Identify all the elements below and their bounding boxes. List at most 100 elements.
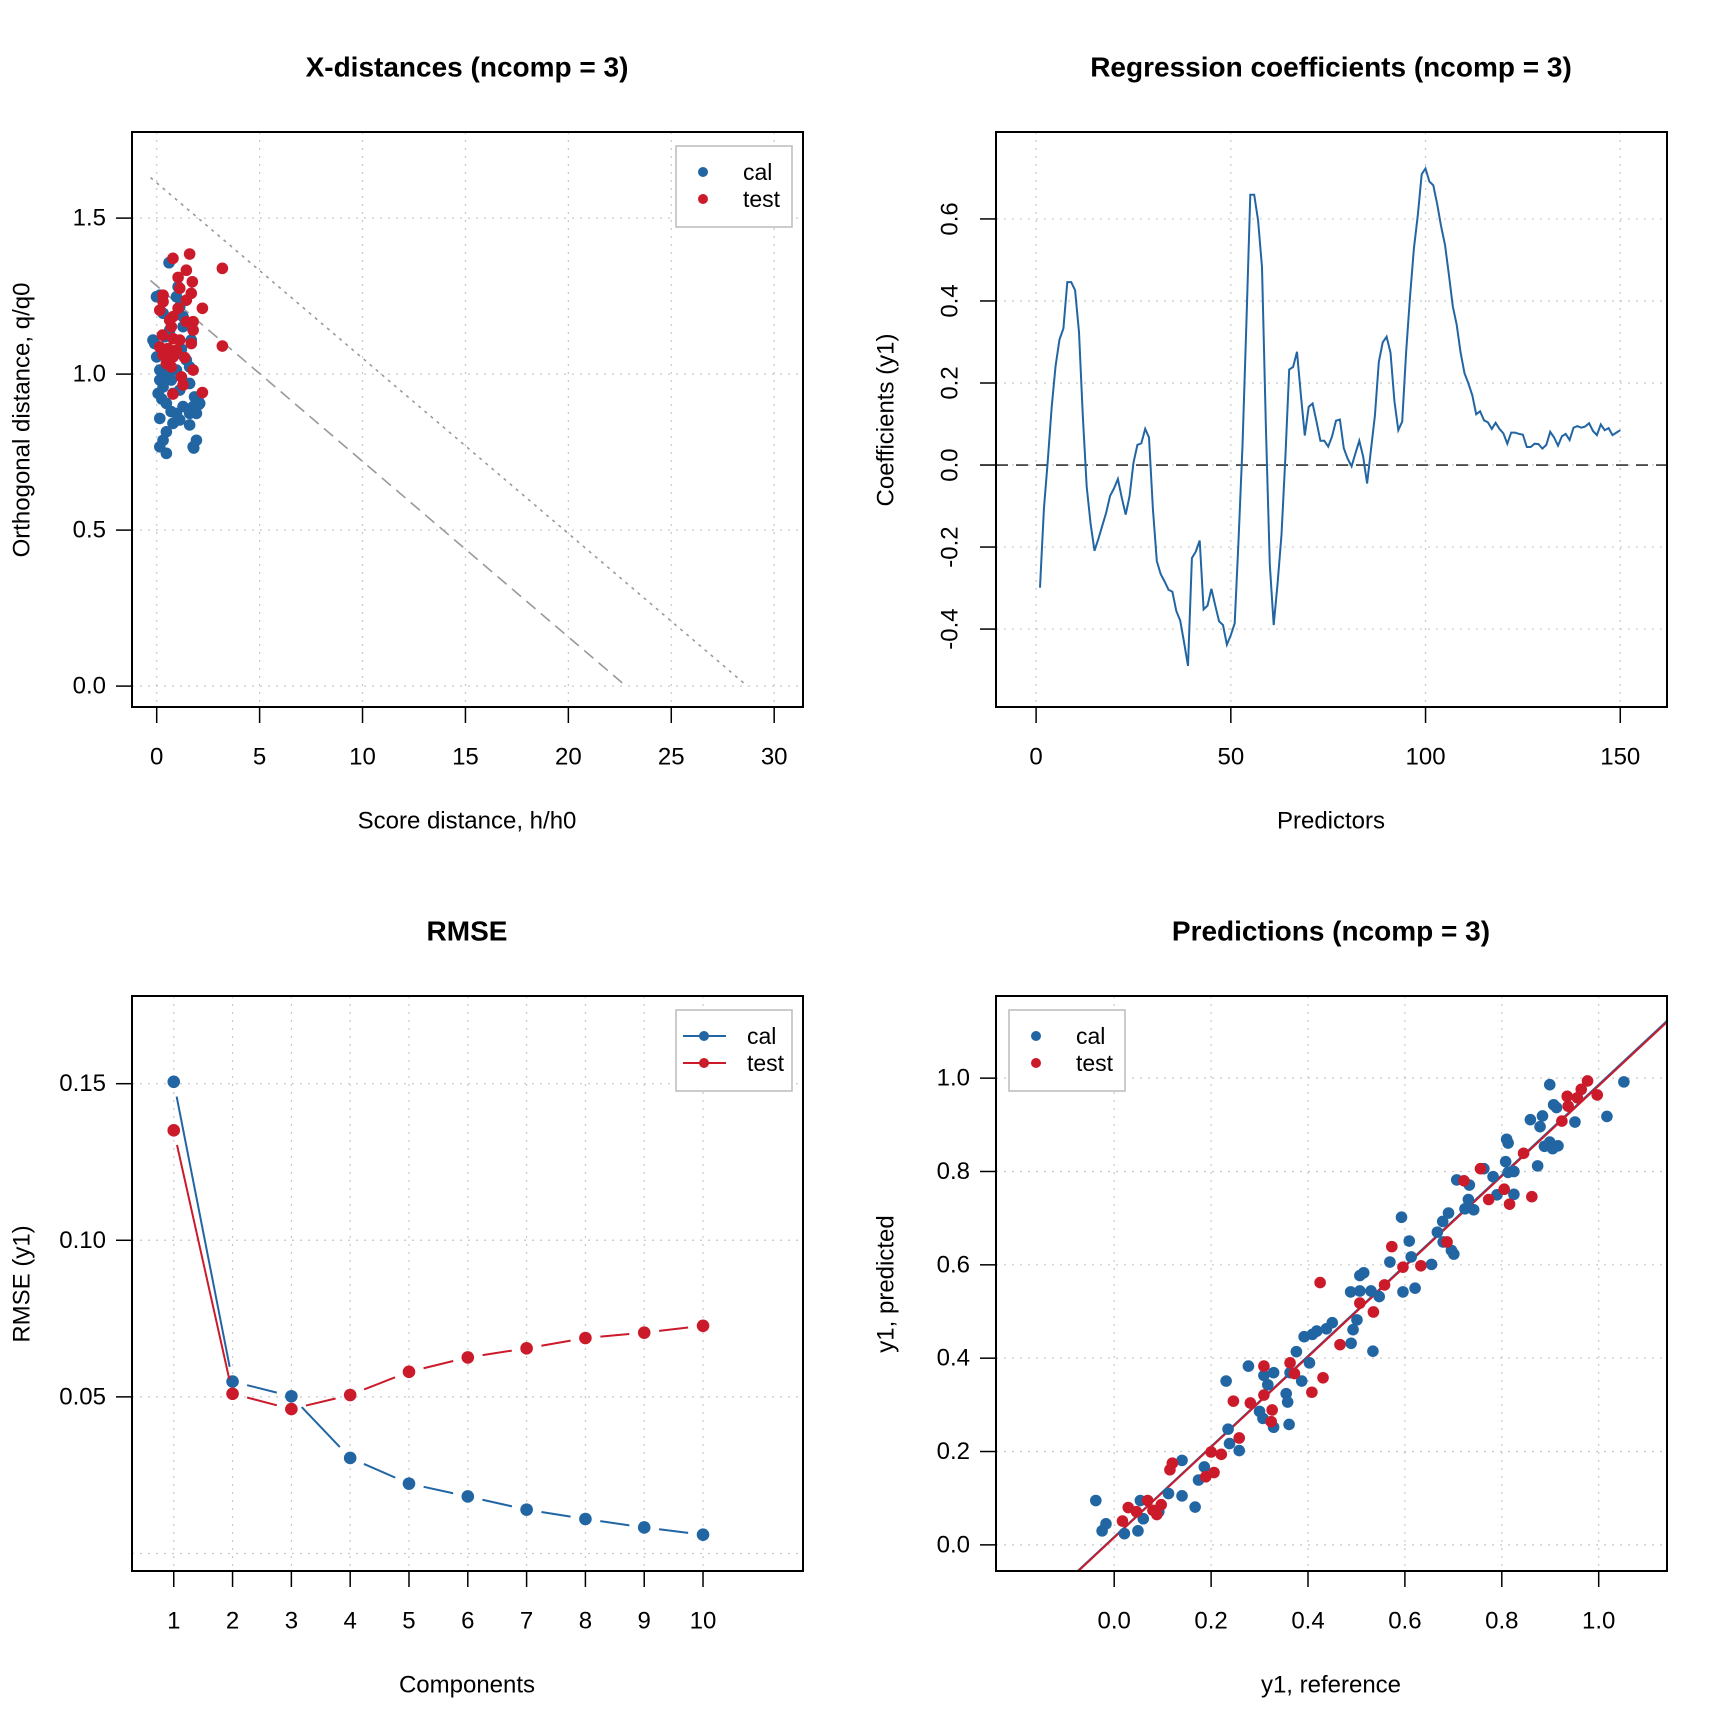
data-point-cal bbox=[187, 442, 200, 454]
data-point-cal bbox=[1189, 1501, 1201, 1513]
y-tick-label: 0.0 bbox=[73, 673, 106, 700]
series-segment-test bbox=[363, 1376, 396, 1391]
data-point-test bbox=[1378, 1279, 1391, 1291]
data-point-test bbox=[180, 294, 193, 306]
data-point-cal bbox=[157, 381, 169, 393]
data-point-test bbox=[1205, 1446, 1217, 1458]
data-point-cal bbox=[1357, 1266, 1370, 1279]
data-point-cal bbox=[1569, 1116, 1581, 1128]
data-point-cal bbox=[1403, 1235, 1416, 1247]
series-segment-test bbox=[600, 1333, 630, 1338]
data-point-test bbox=[1441, 1236, 1453, 1248]
legend-label-test: test bbox=[743, 186, 781, 212]
legend-label-cal: cal bbox=[1076, 1023, 1105, 1049]
plot-area bbox=[996, 166, 1667, 667]
data-point-test bbox=[153, 304, 166, 316]
series-segment-test bbox=[423, 1360, 454, 1370]
data-point-cal bbox=[1281, 1396, 1294, 1408]
data-point-cal bbox=[1090, 1494, 1102, 1507]
data-point-cal bbox=[1354, 1285, 1366, 1297]
y-tick-label: 1.5 bbox=[73, 205, 106, 232]
y-tick-label: 0.5 bbox=[73, 517, 106, 544]
x-tick-label: 8 bbox=[579, 1608, 592, 1635]
chart-title: X-distances (ncomp = 3) bbox=[306, 52, 629, 83]
x-tick-label: 0.6 bbox=[1388, 1608, 1421, 1635]
data-point-cal bbox=[1467, 1203, 1480, 1216]
grid bbox=[996, 132, 1667, 707]
plot-area bbox=[167, 1075, 710, 1541]
data-point-cal bbox=[696, 1528, 710, 1541]
data-point-test bbox=[1562, 1100, 1574, 1112]
reference-line-dotted bbox=[150, 176, 748, 687]
data-point-cal bbox=[1351, 1314, 1363, 1326]
data-point-test bbox=[167, 1124, 181, 1137]
data-point-test bbox=[216, 262, 229, 275]
reference-line-dashed bbox=[150, 279, 627, 687]
legend-label-cal: cal bbox=[743, 159, 772, 185]
data-point-test bbox=[1227, 1395, 1240, 1407]
data-point-cal bbox=[1267, 1366, 1280, 1379]
data-point-cal bbox=[1508, 1165, 1520, 1178]
data-point-test bbox=[1258, 1360, 1270, 1372]
data-point-cal bbox=[177, 400, 189, 413]
y-tick-label: 0.0 bbox=[937, 1531, 970, 1558]
data-point-cal bbox=[1295, 1375, 1308, 1387]
axis-ticks bbox=[980, 218, 1622, 723]
data-point-test bbox=[1498, 1183, 1511, 1196]
x-tick-label: 9 bbox=[638, 1608, 651, 1635]
x-tick-label: 0.8 bbox=[1485, 1608, 1518, 1635]
data-point-test bbox=[1503, 1198, 1516, 1210]
panel-x-distances: X-distances (ncomp = 3) Score distance, h… bbox=[9, 52, 804, 835]
data-point-cal bbox=[1258, 1369, 1270, 1382]
data-point-test bbox=[1244, 1397, 1257, 1409]
data-point-cal bbox=[1425, 1258, 1438, 1271]
data-point-test bbox=[1266, 1404, 1278, 1416]
data-point-cal bbox=[520, 1503, 533, 1516]
data-point-cal bbox=[1242, 1360, 1255, 1372]
y-tick-label: 0.2 bbox=[937, 366, 964, 399]
data-point-test bbox=[185, 337, 198, 350]
data-point-cal bbox=[160, 447, 173, 460]
data-point-test bbox=[167, 252, 179, 265]
data-point-cal bbox=[1395, 1211, 1408, 1224]
series-segment-cal bbox=[600, 1520, 630, 1527]
data-point-test bbox=[196, 386, 209, 399]
x-tick-label: 1 bbox=[167, 1608, 180, 1635]
data-point-test bbox=[1155, 1498, 1168, 1511]
x-tick-label: 0.4 bbox=[1291, 1608, 1324, 1635]
data-point-cal bbox=[156, 393, 168, 405]
series-segment-cal bbox=[246, 1384, 278, 1394]
x-tick-label: 5 bbox=[253, 744, 266, 771]
data-point-test bbox=[196, 302, 209, 315]
data-point-cal bbox=[1347, 1323, 1359, 1336]
data-point-test bbox=[173, 282, 186, 295]
data-point-cal bbox=[1448, 1248, 1460, 1260]
data-point-cal bbox=[1384, 1256, 1396, 1268]
data-point-test bbox=[1317, 1371, 1329, 1384]
data-point-test bbox=[163, 314, 176, 326]
x-tick-label: 1.0 bbox=[1582, 1608, 1615, 1635]
data-point-test bbox=[1474, 1162, 1487, 1175]
data-point-cal bbox=[1552, 1140, 1564, 1152]
data-point-cal bbox=[1176, 1490, 1188, 1502]
x-tick-label: 25 bbox=[658, 744, 685, 771]
data-point-test bbox=[1151, 1508, 1163, 1521]
data-point-cal bbox=[193, 398, 205, 411]
y-tick-label: 1.0 bbox=[73, 361, 106, 388]
series-segment-test bbox=[482, 1349, 512, 1357]
series-segment-cal bbox=[300, 1406, 341, 1448]
legend-box bbox=[675, 145, 793, 228]
data-point-test bbox=[696, 1319, 710, 1333]
data-point-cal bbox=[1487, 1170, 1499, 1183]
data-point-test bbox=[156, 329, 169, 341]
x-tick-label: 150 bbox=[1600, 744, 1640, 771]
data-point-test bbox=[165, 361, 178, 373]
data-point-cal bbox=[579, 1512, 592, 1526]
data-point-test bbox=[172, 271, 184, 284]
data-point-test bbox=[1556, 1115, 1568, 1127]
y-tick-label: 0.8 bbox=[937, 1158, 970, 1185]
x-axis-label: Components bbox=[399, 1672, 535, 1699]
x-tick-label: 3 bbox=[285, 1608, 298, 1635]
data-point-test bbox=[187, 315, 199, 328]
